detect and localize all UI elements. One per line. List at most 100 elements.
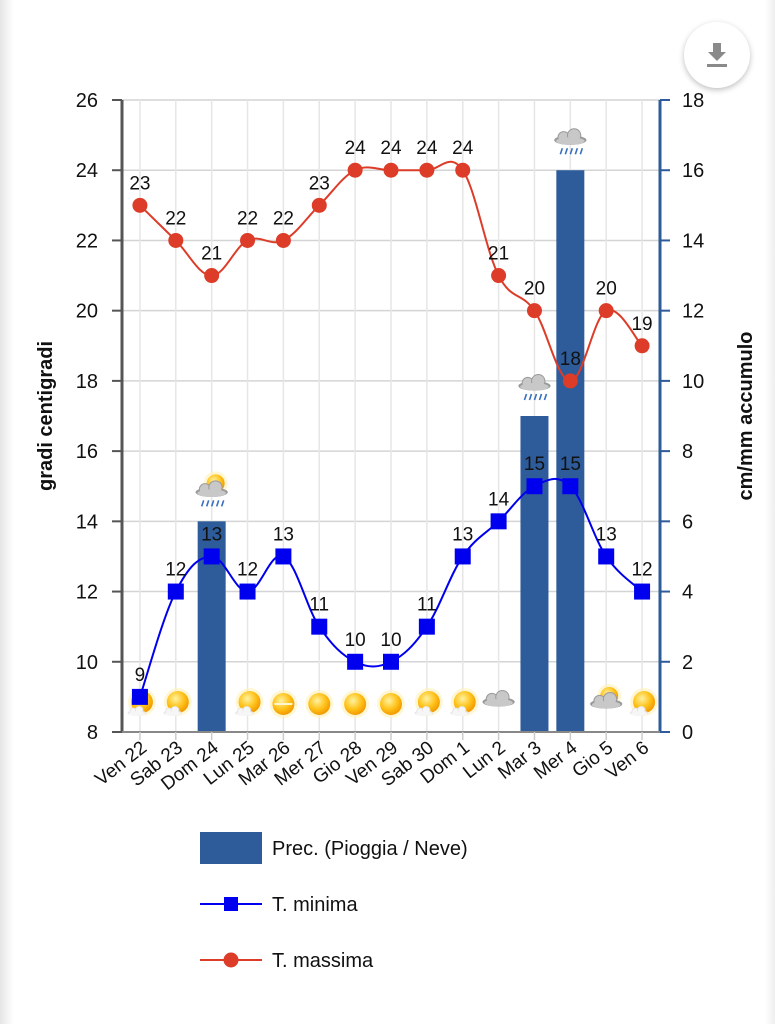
legend-item: Prec. (Pioggia / Neve) xyxy=(200,832,468,864)
tmax-data-label: 22 xyxy=(237,208,258,229)
tmax-marker xyxy=(419,162,435,178)
tmax-marker xyxy=(491,268,507,284)
y2-tick-label: 4 xyxy=(682,582,693,604)
tmin-marker xyxy=(562,478,579,495)
tmin-data-label: 11 xyxy=(417,595,437,616)
sun-icon xyxy=(341,690,370,718)
y-tick-label: 18 xyxy=(76,371,98,393)
tmax-data-label: 22 xyxy=(273,208,294,229)
sun-icon xyxy=(377,690,405,718)
tmin-marker xyxy=(454,548,471,565)
sun-haze-icon xyxy=(269,690,298,718)
sun-cloud-icon xyxy=(414,688,443,716)
tmax-data-label: 24 xyxy=(345,138,367,159)
raindrop xyxy=(523,393,528,401)
page-edge-left xyxy=(0,0,14,1024)
tmax-marker xyxy=(562,373,578,389)
raindrop xyxy=(220,500,225,507)
y-tick-label: 8 xyxy=(87,722,98,744)
tmin-data-label: 13 xyxy=(273,524,294,545)
y2-axis-title: cm/mm accumulo xyxy=(735,332,757,501)
tmax-marker xyxy=(204,268,220,284)
raindrop xyxy=(528,393,533,401)
legend-label: Prec. (Pioggia / Neve) xyxy=(272,838,468,860)
tmin-marker xyxy=(383,653,399,670)
rain-icon xyxy=(554,128,587,155)
y-tick-label: 16 xyxy=(76,441,98,463)
y-tick-label: 14 xyxy=(76,511,98,533)
raindrop xyxy=(564,147,569,155)
tmin-data-label: 10 xyxy=(345,630,366,651)
temperature-lines: 9 12 13 12 13 11 10 10 11 13 14 15 15 13 12 23 22 21 22 22 2… xyxy=(129,138,653,705)
legend-label: T. minima xyxy=(272,894,358,916)
sun-shape xyxy=(380,693,402,715)
legend-swatch-marker xyxy=(224,897,238,911)
sun-rain-icon xyxy=(195,471,228,507)
tmax-data-label: 23 xyxy=(309,173,330,194)
raindrop xyxy=(210,500,215,507)
tmin-marker xyxy=(418,618,435,635)
legend-item: T. minima xyxy=(200,894,358,916)
tmin-marker xyxy=(347,653,364,670)
tmax-marker xyxy=(240,232,256,248)
tmin-marker xyxy=(598,548,615,565)
sun-cloud-icon xyxy=(235,688,264,716)
raindrop xyxy=(205,500,210,507)
legend-label: T. massima xyxy=(272,950,374,972)
tmin-data-label: 13 xyxy=(596,524,617,545)
tmin-marker xyxy=(203,548,220,565)
tmax-marker xyxy=(311,197,327,213)
legend-swatch-bar xyxy=(200,832,262,864)
tmin-data-label: 12 xyxy=(165,560,186,581)
precip-bars xyxy=(197,170,585,732)
tmin-marker xyxy=(634,583,651,600)
tmax-marker xyxy=(275,232,291,248)
tmin-data-label: 13 xyxy=(201,524,222,545)
raindrop xyxy=(574,147,579,155)
cloudy-icon xyxy=(482,690,515,707)
tmax-data-label: 22 xyxy=(165,208,186,229)
rain-icon xyxy=(518,374,551,401)
tmax-data-label: 24 xyxy=(380,138,402,159)
tmin-marker xyxy=(275,548,292,565)
y2-tick-label: 0 xyxy=(682,722,693,744)
sun-cloud-icon xyxy=(163,688,192,716)
sun-cloud-icon xyxy=(629,688,659,716)
sun-cloud-icon xyxy=(450,688,479,716)
tmin-data-label: 12 xyxy=(631,560,652,581)
y-axis-title: gradi centigradi xyxy=(35,341,57,491)
tmax-data-label: 18 xyxy=(560,349,581,370)
tmax-data-label: 20 xyxy=(596,279,617,300)
raindrop xyxy=(533,393,538,401)
y2-tick-label: 14 xyxy=(682,230,704,252)
tmax-marker xyxy=(383,162,399,178)
download-icon xyxy=(707,43,727,67)
y2-tick-label: 8 xyxy=(682,441,693,463)
y2-tick-label: 6 xyxy=(682,511,693,533)
tmin-data-label: 13 xyxy=(452,524,473,545)
y2-tick-label: 2 xyxy=(682,652,693,674)
raindrop xyxy=(215,500,220,507)
y2-tick-label: 10 xyxy=(682,371,704,393)
tmin-data-label: 12 xyxy=(237,560,258,581)
sun-shape xyxy=(344,693,367,715)
tmax-data-label: 23 xyxy=(129,173,150,194)
y-tick-label: 20 xyxy=(76,301,98,323)
legend-item: T. massima xyxy=(200,950,374,972)
y-tick-label: 22 xyxy=(76,230,98,252)
tmax-marker xyxy=(347,162,363,178)
tmin-data-label: 15 xyxy=(524,454,545,475)
download-button[interactable] xyxy=(684,22,750,88)
sun-shape xyxy=(308,693,331,715)
y-tick-label: 10 xyxy=(76,652,98,674)
raindrop xyxy=(200,500,205,507)
tmin-data-label: 15 xyxy=(560,454,581,475)
tmin-marker xyxy=(490,513,507,530)
tmin-data-label: 11 xyxy=(309,595,329,616)
tmin-marker xyxy=(167,583,184,600)
tmax-data-label: 21 xyxy=(201,244,222,265)
legend-swatch-marker xyxy=(223,952,239,968)
y2-tick-label: 12 xyxy=(682,301,704,323)
tmin-data-label: 10 xyxy=(380,630,401,651)
